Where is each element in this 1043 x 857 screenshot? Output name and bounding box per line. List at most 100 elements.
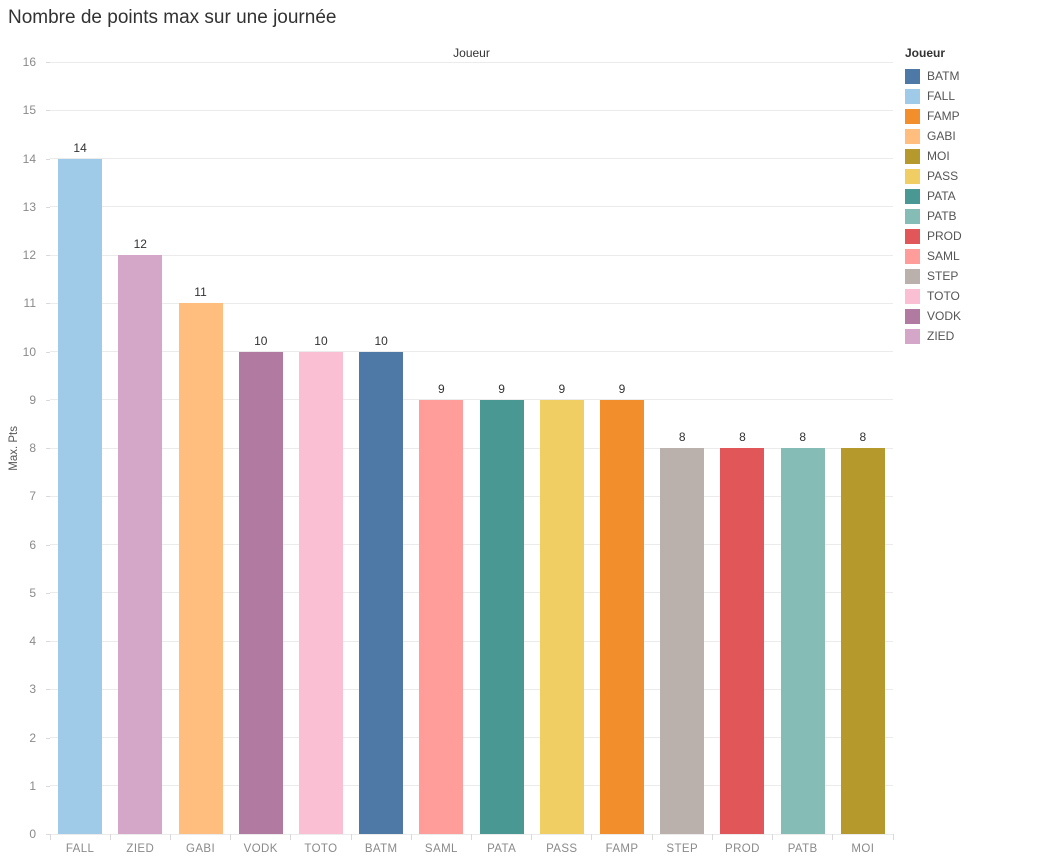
y-tick-label: 4 [29, 634, 36, 648]
bar-TOTO[interactable] [298, 351, 343, 834]
bar-PATB[interactable] [780, 448, 825, 834]
gridline [50, 351, 893, 352]
y-tick-mark [46, 158, 50, 160]
bar-MOI[interactable] [840, 448, 885, 834]
legend-item-FAMP[interactable]: FAMP [905, 106, 1040, 126]
y-tick-mark [46, 544, 50, 546]
bar-ZIED[interactable] [118, 255, 163, 834]
x-category-label-PATA[interactable]: PATA [487, 843, 517, 855]
legend-item-VODK[interactable]: VODK [905, 306, 1040, 326]
legend-swatch-FAMP [905, 108, 920, 124]
bar-value-label-GABI: 11 [194, 285, 207, 300]
legend-item-PASS[interactable]: PASS [905, 166, 1040, 186]
x-category-label-PASS[interactable]: PASS [546, 843, 578, 855]
bar-value-label-PROD: 8 [739, 430, 746, 444]
gridline [50, 640, 893, 642]
bar-PATA[interactable] [479, 399, 524, 834]
bar-VODK[interactable] [238, 351, 283, 834]
x-category-label-PROD[interactable]: PROD [725, 843, 760, 855]
legend-swatch-TOTO [905, 288, 920, 304]
bar-value-label-PASS: 9 [558, 381, 566, 396]
legend-label: MOI [927, 149, 950, 163]
legend-label: PROD [927, 229, 962, 243]
gridline [50, 61, 893, 63]
gridline [50, 302, 893, 304]
x-category-label-TOTO[interactable]: TOTO [304, 843, 338, 855]
bar-value-label-SAML: 9 [438, 381, 445, 396]
legend-label: TOTO [927, 289, 960, 303]
gridline [50, 785, 893, 787]
x-category-label-MOI[interactable]: MOI [851, 843, 875, 855]
legend-swatch-PATA [905, 188, 920, 204]
legend-items: BATM FALL FAMP GABI MOI PASS PATA PATB PROD SAML S… [905, 66, 1040, 346]
legend-item-PATB[interactable]: PATB [905, 206, 1040, 226]
x-category-label-BATM[interactable]: BATM [364, 843, 398, 855]
legend-item-PROD[interactable]: PROD [905, 226, 1040, 246]
legend-label: ZIED [927, 329, 955, 343]
y-tick-label: 13 [22, 199, 36, 214]
x-tick-mark [531, 834, 533, 840]
legend-item-PATA[interactable]: PATA [905, 186, 1040, 206]
bar-GABI[interactable] [178, 303, 223, 834]
legend-label: PATB [927, 209, 957, 223]
gridline [50, 592, 893, 594]
gridline [50, 206, 893, 208]
bar-PROD[interactable] [720, 448, 765, 834]
legend-item-STEP[interactable]: STEP [905, 266, 1040, 286]
x-category-label-FAMP[interactable]: FAMP [605, 843, 639, 855]
chart-title: Nombre de points max sur une journée [8, 7, 337, 28]
bar-value-label-ZIED: 12 [133, 237, 147, 251]
y-tick-label: 3 [29, 682, 36, 697]
y-tick-mark [46, 62, 50, 63]
legend-swatch-GABI [905, 128, 920, 144]
x-category-label-ZIED[interactable]: ZIED [126, 843, 155, 855]
y-tick-mark [46, 303, 50, 305]
legend-swatch-PASS [905, 168, 920, 184]
legend-item-TOTO[interactable]: TOTO [905, 286, 1040, 306]
legend-label: BATM [927, 69, 960, 83]
gridline [50, 109, 893, 111]
y-tick-label: 9 [29, 392, 36, 407]
legend-item-GABI[interactable]: GABI [905, 126, 1040, 146]
legend-item-MOI[interactable]: MOI [905, 146, 1040, 166]
gridline [50, 158, 893, 159]
x-tick-mark [290, 834, 292, 840]
legend-swatch-MOI [905, 148, 920, 164]
x-category-label-PATB[interactable]: PATB [787, 843, 818, 855]
legend-title: Joueur [905, 46, 946, 60]
y-tick-label: 11 [23, 296, 36, 311]
bar-value-label-STEP: 8 [678, 430, 686, 444]
x-tick-mark [892, 834, 894, 840]
x-tick-mark [350, 834, 352, 840]
bar-SAML[interactable] [419, 399, 464, 834]
bar-PASS[interactable] [539, 399, 584, 834]
bar-BATM[interactable] [359, 351, 404, 834]
x-category-label-GABI[interactable]: GABI [185, 843, 216, 855]
x-category-label-STEP[interactable]: STEP [666, 843, 699, 855]
x-category-label-FALL[interactable]: FALL [65, 843, 95, 855]
legend-item-ZIED[interactable]: ZIED [905, 326, 1040, 346]
legend-swatch-FALL [905, 88, 920, 104]
legend-item-SAML[interactable]: SAML [905, 246, 1040, 266]
y-tick-mark [46, 834, 50, 835]
y-tick-mark [46, 737, 50, 739]
legend-swatch-VODK [905, 308, 920, 324]
x-category-label-VODK[interactable]: VODK [243, 843, 278, 855]
bar-value-label-MOI: 8 [859, 430, 867, 444]
legend-item-FALL[interactable]: FALL [905, 86, 1040, 106]
x-category-label-SAML[interactable]: SAML [424, 843, 458, 855]
y-tick-label: 14 [22, 151, 36, 166]
gridline [50, 447, 893, 449]
legend-item-BATM[interactable]: BATM [905, 66, 1040, 86]
legend-label: STEP [927, 269, 959, 283]
y-tick-label: 16 [22, 55, 36, 69]
y-tick-label: 8 [29, 441, 36, 455]
bar-STEP[interactable] [660, 448, 705, 834]
y-tick-mark [46, 255, 50, 256]
bar-FALL[interactable] [58, 158, 103, 834]
legend-swatch-BATM [905, 68, 920, 84]
legend-label: FAMP [927, 109, 960, 123]
bar-FAMP[interactable] [600, 399, 645, 834]
x-tick-mark [49, 834, 51, 840]
